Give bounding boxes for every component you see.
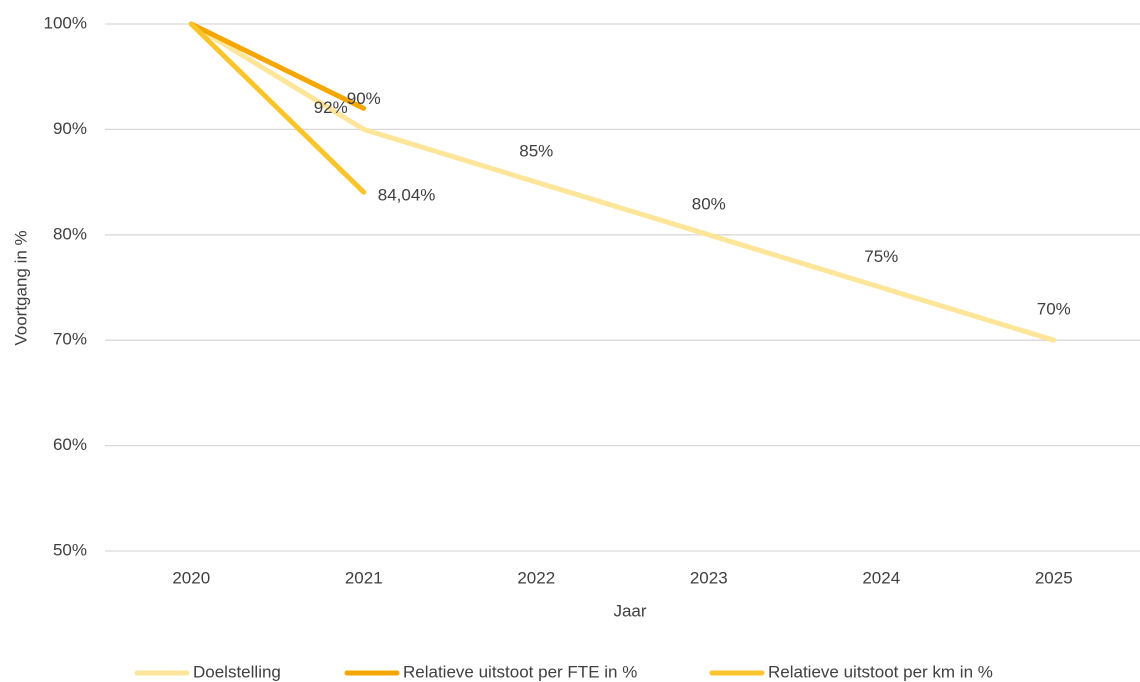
y-tick-label: 80% bbox=[53, 224, 87, 243]
data-label: 85% bbox=[519, 142, 553, 161]
series-line bbox=[188, 21, 1057, 343]
data-label: 70% bbox=[1037, 300, 1071, 319]
data-label: 90% bbox=[347, 89, 381, 108]
data-label: 92% bbox=[314, 98, 348, 117]
x-tick-label: 2024 bbox=[862, 568, 900, 587]
x-tick-label: 2021 bbox=[345, 568, 383, 587]
data-label: 80% bbox=[692, 194, 726, 213]
x-tick-label: 2022 bbox=[517, 568, 555, 587]
x-axis-label: Jaar bbox=[613, 601, 646, 620]
data-label: 84,04% bbox=[378, 186, 436, 205]
legend-label: Relatieve uitstoot per km in % bbox=[768, 662, 993, 681]
y-tick-label: 100% bbox=[44, 13, 87, 32]
legend-label: Relatieve uitstoot per FTE in % bbox=[403, 662, 637, 681]
y-tick-label: 70% bbox=[53, 330, 87, 349]
series-line bbox=[188, 21, 367, 111]
x-tick-label: 2025 bbox=[1035, 568, 1073, 587]
y-axis-label: Voortgang in % bbox=[11, 230, 30, 345]
series-line bbox=[188, 21, 367, 195]
y-tick-label: 60% bbox=[53, 435, 87, 454]
legend-label: Doelstelling bbox=[193, 662, 281, 681]
y-tick-label: 90% bbox=[53, 119, 87, 138]
data-label: 75% bbox=[864, 247, 898, 266]
x-tick-label: 2023 bbox=[690, 568, 728, 587]
y-tick-label: 50% bbox=[53, 540, 87, 559]
x-tick-label: 2020 bbox=[172, 568, 210, 587]
